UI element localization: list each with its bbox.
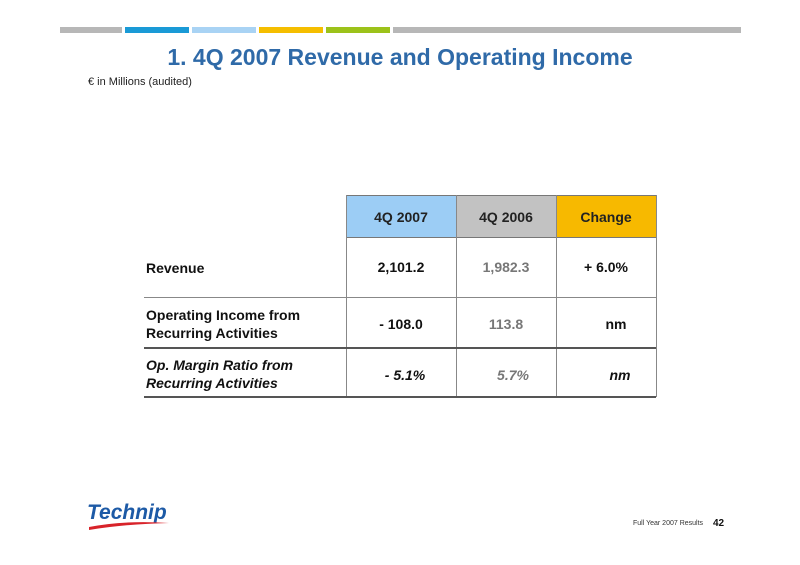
technip-logo: Technip (87, 501, 169, 530)
row-label-line: Op. Margin Ratio from (146, 357, 293, 373)
row-label: Op. Margin Ratio from Recurring Activiti… (146, 356, 293, 392)
column-divider (656, 195, 657, 397)
column-divider (456, 195, 457, 397)
row-label: Operating Income from Recurring Activiti… (146, 306, 300, 342)
top-bar-green (326, 27, 390, 33)
header-4q2007: 4Q 2007 (346, 195, 456, 238)
value-4q2006: 1,982.3 (482, 259, 530, 275)
slide-title: 1. 4Q 2007 Revenue and Operating Income (167, 44, 633, 70)
row-label-line: Recurring Activities (146, 325, 278, 341)
top-bar-blue (125, 27, 189, 33)
top-bar-light-blue (192, 27, 256, 33)
header-change: Change (556, 195, 656, 238)
report-label: Full Year 2007 Results (633, 520, 704, 527)
top-bar-yellow (259, 27, 323, 33)
value-4q2007: - 108.0 (379, 316, 423, 332)
value-4q2006: 5.7% (497, 367, 529, 383)
row-label: Revenue (146, 260, 205, 276)
value-4q2007: - 5.1% (384, 367, 426, 383)
header-4q2006: 4Q 2006 (456, 195, 556, 238)
row-divider (144, 396, 656, 398)
top-bar-gray-left (60, 27, 122, 33)
slide-subtitle: € in Millions (audited) (88, 76, 192, 88)
row-divider (144, 297, 656, 298)
value-4q2007: 2,101.2 (377, 259, 425, 275)
row-label-line: Operating Income from (146, 307, 301, 323)
value-change: nm (609, 367, 631, 383)
row-label-line: Recurring Activities (146, 375, 278, 391)
value-change: + 6.0% (584, 259, 628, 275)
value-change: nm (605, 316, 627, 332)
value-4q2006: 113.8 (488, 316, 524, 332)
page-number: 42 (713, 518, 725, 529)
logo-swoosh (89, 522, 169, 530)
top-bar-gray-right (393, 27, 741, 33)
logo-text: Technip (87, 501, 167, 524)
column-divider (346, 195, 347, 397)
column-divider (556, 195, 557, 397)
row-divider (144, 347, 656, 349)
